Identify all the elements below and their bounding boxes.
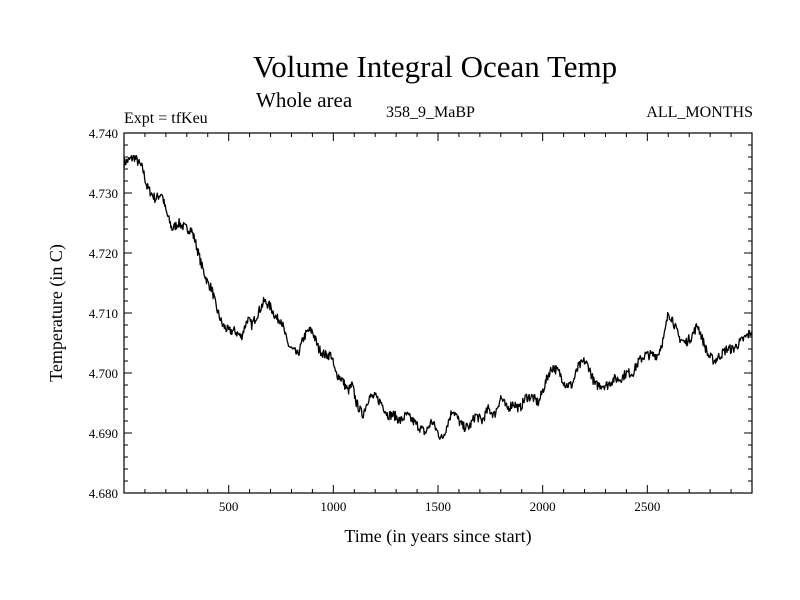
x-tick-label: 500	[219, 499, 239, 514]
x-tick-label: 1500	[425, 499, 451, 514]
experiment-label: Expt = tfKeu	[124, 110, 208, 127]
y-tick-label: 4.710	[89, 306, 118, 321]
y-axis-title: Temperature (in C)	[46, 244, 67, 382]
months-label: ALL_MONTHS	[646, 104, 753, 121]
x-tick-label: 2000	[530, 499, 556, 514]
y-tick-label: 4.680	[89, 486, 118, 501]
x-tick-label: 1000	[320, 499, 346, 514]
x-axis-title: Time (in years since start)	[344, 526, 531, 547]
chart-title: Volume Integral Ocean Temp	[252, 49, 618, 84]
y-tick-label: 4.690	[89, 426, 118, 441]
y-tick-label: 4.720	[89, 246, 118, 261]
y-tick-label: 4.740	[89, 126, 118, 141]
x-tick-label: 2500	[634, 499, 660, 514]
series-layer	[123, 154, 753, 440]
y-tick-label: 4.700	[89, 366, 118, 381]
chart-subtitle: Whole area	[256, 88, 353, 112]
y-tick-label: 4.730	[89, 186, 118, 201]
y-axis-ticks: 4.680 4.690 4.700 4.710 4.720 4.730 4.740	[89, 126, 752, 501]
plot-frame	[123, 132, 753, 494]
x-axis-ticks: 500 1000 1500 2000 2500	[144, 133, 732, 514]
series-line	[123, 154, 753, 440]
period-label: 358_9_MaBP	[386, 104, 475, 121]
